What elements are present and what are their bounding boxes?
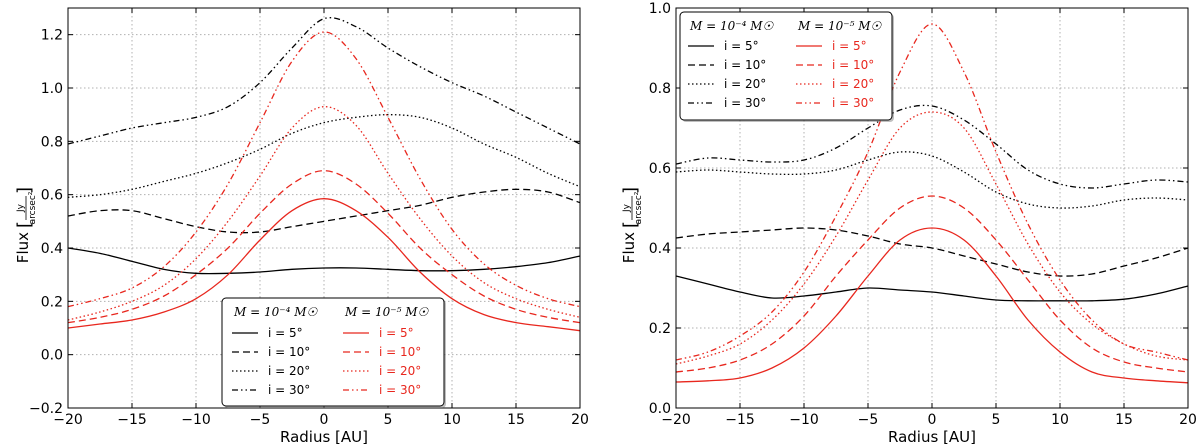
legend-box <box>679 11 893 121</box>
y-tick-label: 0.2 <box>41 294 63 310</box>
legend-header-2: M = 10⁻⁵ M☉ <box>344 305 429 319</box>
legend-label: i = 5° <box>724 39 759 53</box>
y-axis-label-text: Flux <box>14 232 32 263</box>
legend-label: i = 20° <box>379 364 421 378</box>
series-line-m4-5deg <box>675 275 1189 302</box>
x-axis-label: Radius [AU] <box>888 428 976 446</box>
legend-label: i = 30° <box>268 383 310 397</box>
series-line-m5-30deg <box>67 31 581 308</box>
legend-label: i = 30° <box>379 383 421 397</box>
y-axis-bracket-left: [ <box>14 221 35 228</box>
x-tick-label: −15 <box>725 412 755 428</box>
legend-label: i = 5° <box>268 326 303 340</box>
x-tick-label: 5 <box>384 412 393 428</box>
series-line-m5-30deg <box>675 23 1189 361</box>
y-tick-label: 0.4 <box>41 241 63 257</box>
series-group <box>67 17 581 332</box>
y-tick-label: 0.0 <box>41 348 63 364</box>
legend-header-1: M = 10⁻⁴ M☉ <box>233 305 318 319</box>
x-tick-label: −10 <box>181 412 211 428</box>
x-tick-label: 10 <box>443 412 461 428</box>
series-line-m5-5deg <box>675 227 1189 384</box>
y-axis-unit-den: arcsec² <box>28 191 38 224</box>
series-line-m4-30deg <box>675 104 1189 189</box>
y-axis-unit-num: Jy <box>622 203 632 213</box>
legend-label: i = 30° <box>832 96 874 110</box>
legend-box <box>221 297 445 407</box>
y-axis-bracket-right: ] <box>14 187 35 194</box>
y-tick-label: −0.2 <box>29 401 63 417</box>
y-tick-label: 0.6 <box>41 188 63 204</box>
x-tick-label: 20 <box>1179 412 1197 428</box>
y-axis-bracket-right: ] <box>620 187 641 194</box>
y-tick-label: 0.8 <box>649 81 671 97</box>
x-tick-label: 15 <box>507 412 525 428</box>
x-tick-label: 15 <box>1115 412 1133 428</box>
legend-label: i = 20° <box>268 364 310 378</box>
y-tick-label: 0.0 <box>649 401 671 417</box>
legend-label: i = 10° <box>379 345 421 359</box>
y-tick-label: 1.0 <box>649 1 671 17</box>
y-tick-label: 1.0 <box>41 81 63 97</box>
series-line-m4-10deg <box>675 227 1189 277</box>
legend: M = 10⁻⁴ M☉ M = 10⁻⁵ M☉ i = 5° i = 10° i = 2… <box>679 11 894 122</box>
x-tick-label: 10 <box>1051 412 1069 428</box>
legend: M = 10⁻⁴ M☉ M = 10⁻⁵ M☉ i = 5° i = 10° i = 2… <box>221 297 446 408</box>
x-tick-label: −5 <box>858 412 879 428</box>
y-axis-label: Flux [ Jy arcsec²] <box>620 187 644 263</box>
x-tick-label: −20 <box>53 412 83 428</box>
legend-label: i = 10° <box>268 345 310 359</box>
x-tick-label: −15 <box>117 412 147 428</box>
x-tick-label: −10 <box>789 412 819 428</box>
series-line-m4-10deg <box>67 188 581 234</box>
tick-group: −20 −15 −10 −5 0 5 10 15 20 −0.2 0.0 0.2 0.4 0.6 0.8 1.… <box>29 8 589 428</box>
legend-header-2: M = 10⁻⁵ M☉ <box>797 19 882 33</box>
y-axis-label: Flux [ Jy arcsec²] <box>14 187 38 263</box>
legend-header-1: M = 10⁻⁴ M☉ <box>689 19 774 33</box>
x-tick-label: −20 <box>661 412 691 428</box>
tick-group: −20 −15 −10 −5 0 5 10 15 20 0.0 0.2 0.4 0.6 0.8 1.0 <box>649 1 1197 428</box>
x-tick-label: 0 <box>928 412 937 428</box>
legend-label: i = 5° <box>379 326 414 340</box>
series-line-m4-20deg <box>675 151 1189 209</box>
series-group <box>675 23 1189 384</box>
x-tick-label: −5 <box>250 412 271 428</box>
x-tick-label: 20 <box>571 412 589 428</box>
x-axis-label: Radius [AU] <box>280 428 368 446</box>
x-tick-label: 0 <box>320 412 329 428</box>
series-line-m5-20deg <box>675 111 1189 365</box>
series-line-m5-5deg <box>67 198 581 332</box>
y-tick-label: 0.4 <box>649 241 671 257</box>
legend-label: i = 20° <box>832 77 874 91</box>
legend-label: i = 30° <box>724 96 766 110</box>
y-tick-label: 0.6 <box>649 161 671 177</box>
y-axis-label-text: Flux <box>620 232 638 263</box>
legend-label: i = 10° <box>832 58 874 72</box>
x-tick-label: 5 <box>992 412 1001 428</box>
y-axis-bracket-left: [ <box>620 221 641 228</box>
chart-panel-2: −20 −15 −10 −5 0 5 10 15 20 0.0 0.2 0.4 0.6 0.8 1.0 Rad… <box>620 1 1197 446</box>
y-axis-unit-den: arcsec² <box>634 191 644 224</box>
legend-label: i = 20° <box>724 77 766 91</box>
y-tick-label: 0.8 <box>41 134 63 150</box>
series-line-m5-10deg <box>675 195 1189 373</box>
y-axis-unit-num: Jy <box>16 203 26 213</box>
series-line-m4-20deg <box>67 114 581 198</box>
series-line-m5-10deg <box>67 170 581 324</box>
legend-label: i = 5° <box>832 39 867 53</box>
legend-label: i = 10° <box>724 58 766 72</box>
chart-panel-1: −20 −15 −10 −5 0 5 10 15 20 −0.2 0.0 0.2 0.4 0.6 0.8 1.… <box>14 7 589 446</box>
y-tick-label: 1.2 <box>41 28 63 44</box>
y-tick-label: 0.2 <box>649 321 671 337</box>
series-line-m4-5deg <box>67 247 581 275</box>
